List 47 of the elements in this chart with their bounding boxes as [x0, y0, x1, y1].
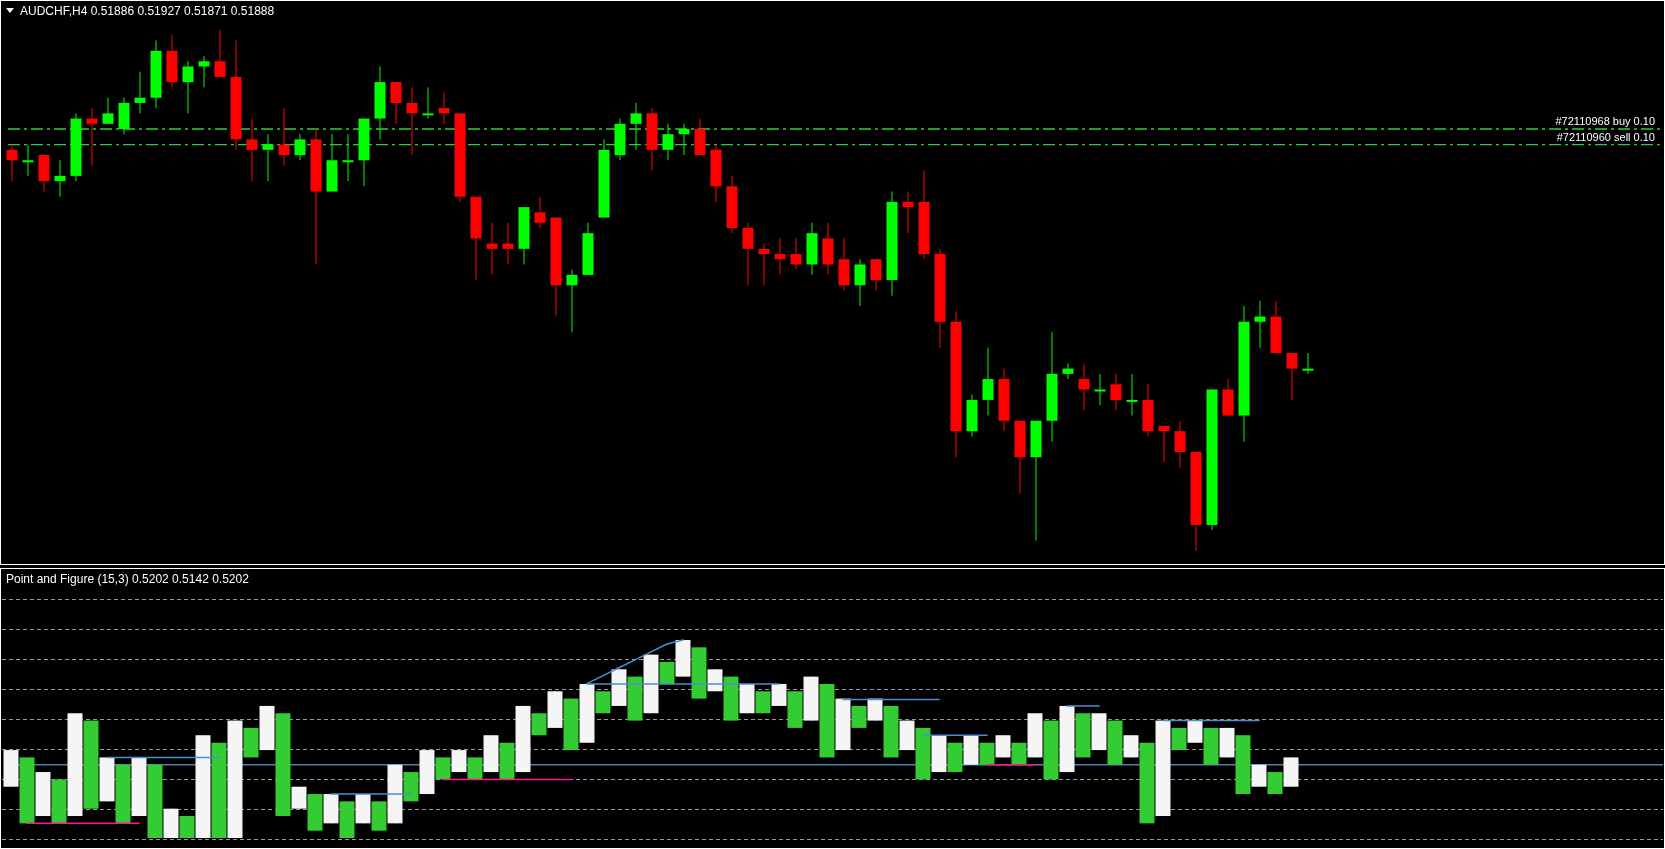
- ref-line-label: #72110968 buy 0.10: [1555, 114, 1655, 127]
- candlestick: [1094, 373, 1106, 406]
- candlestick: [870, 258, 882, 291]
- candlestick: [102, 97, 114, 125]
- candlestick: [678, 123, 690, 156]
- candlestick: [790, 237, 802, 271]
- candlestick: [438, 92, 450, 125]
- candlestick: [982, 347, 994, 417]
- candlestick: [774, 237, 786, 276]
- candlestick: [742, 222, 754, 286]
- candlestick: [422, 86, 434, 120]
- candlestick: [342, 133, 354, 182]
- candlestick: [1078, 362, 1090, 411]
- candlestick: [278, 107, 290, 166]
- candlestick: [1062, 362, 1074, 380]
- candlestick: [534, 196, 546, 229]
- candlestick: [662, 123, 674, 161]
- candlestick: [22, 144, 34, 177]
- candlestick: [86, 107, 98, 166]
- chart-title: AUDCHF,H4 0.51886 0.51927 0.51871 0.51888: [20, 4, 275, 18]
- candlestick: [262, 133, 274, 182]
- candlestick: [1302, 352, 1314, 375]
- candlestick: [246, 118, 258, 182]
- candlestick: [630, 102, 642, 151]
- candlestick: [1286, 352, 1298, 401]
- candlestick: [486, 222, 498, 276]
- candlestick: [134, 71, 146, 114]
- candlestick: [214, 29, 226, 78]
- candlestick: [294, 133, 306, 161]
- candlestick: [1174, 420, 1186, 469]
- candlestick: [1110, 373, 1122, 411]
- candlestick: [406, 86, 418, 156]
- candlestick: [6, 144, 18, 182]
- candlestick: [902, 191, 914, 234]
- candlestick: [502, 222, 514, 265]
- candlestick: [1126, 373, 1138, 417]
- candlestick: [854, 258, 866, 307]
- candlestick: [758, 243, 770, 286]
- candlestick: [198, 55, 210, 88]
- chart-title: Point and Figure (15,3) 0.5202 0.5142 0.5202: [6, 572, 250, 586]
- candlestick: [54, 159, 66, 198]
- candlestick: [566, 269, 578, 333]
- candlestick: [390, 81, 402, 125]
- candlestick: [1158, 425, 1170, 463]
- ref-line-label: #72110960 sell 0.10: [1556, 130, 1655, 143]
- candlestick: [1254, 300, 1266, 349]
- candlestick: [182, 60, 194, 114]
